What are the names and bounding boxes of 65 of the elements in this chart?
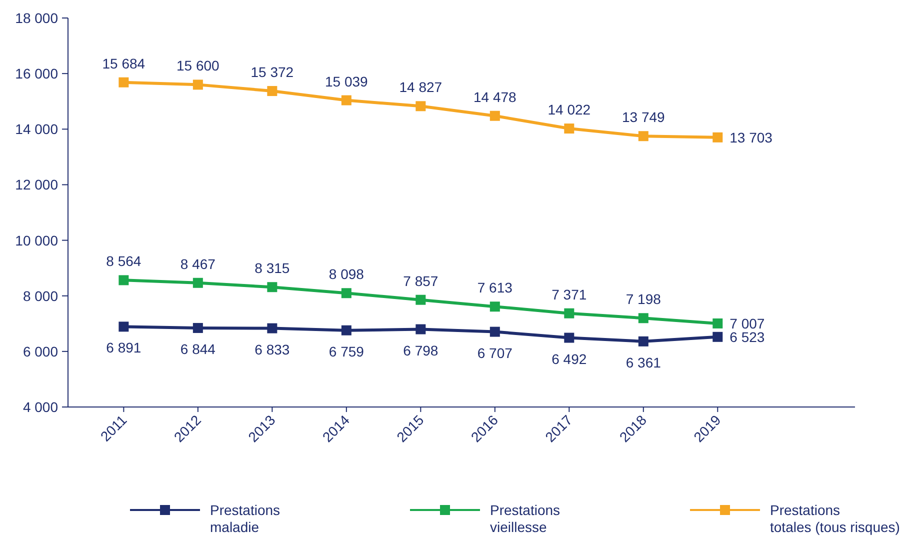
data-label: 6 361 xyxy=(626,354,662,370)
point xyxy=(341,95,352,106)
point xyxy=(267,282,278,292)
y-tick-label: 12 000 xyxy=(15,176,58,193)
point xyxy=(712,332,723,342)
data-label: 6 759 xyxy=(328,343,364,360)
data-label: 6 523 xyxy=(730,328,765,345)
point xyxy=(638,313,648,324)
data-label: 7 007 xyxy=(730,315,765,332)
data-label: 15 684 xyxy=(102,55,146,72)
y-tick-label: 8 000 xyxy=(22,288,58,304)
data-label: 6 844 xyxy=(180,340,216,357)
data-label: 15 039 xyxy=(325,73,368,90)
data-label: 8 098 xyxy=(328,266,364,282)
data-label: 6 492 xyxy=(552,350,587,367)
data-label: 15 600 xyxy=(176,58,220,74)
point xyxy=(564,124,574,134)
data-label: 14 478 xyxy=(473,88,517,105)
legend-label: Prestations vieillesse xyxy=(490,502,560,535)
point xyxy=(267,86,278,96)
point xyxy=(341,325,352,336)
y-tick-label: 16 000 xyxy=(15,66,58,82)
data-label: 14 827 xyxy=(399,79,442,96)
point xyxy=(564,332,574,343)
point xyxy=(416,101,426,112)
point xyxy=(638,131,648,142)
point xyxy=(712,132,723,142)
data-label: 7 371 xyxy=(552,286,587,302)
data-label: 14 022 xyxy=(548,102,591,118)
legend-label: Prestations totales (tous risques) xyxy=(770,502,900,535)
y-tick-label: 10 000 xyxy=(15,232,58,248)
y-tick-label: 14 000 xyxy=(15,121,58,138)
point xyxy=(341,288,352,298)
point xyxy=(712,318,723,328)
data-label: 6 891 xyxy=(106,340,142,356)
point xyxy=(490,302,500,312)
data-label: 8 564 xyxy=(106,253,142,270)
point xyxy=(564,308,574,318)
point xyxy=(118,275,129,286)
legend-label: Prestations maladie xyxy=(210,502,280,535)
y-tick-label: 6 000 xyxy=(22,343,58,360)
data-label: 13 749 xyxy=(622,109,666,126)
data-label: 6 798 xyxy=(403,342,438,358)
data-label: 7 613 xyxy=(477,280,513,296)
point xyxy=(638,336,648,346)
data-label: 8 467 xyxy=(180,256,216,272)
y-tick-label: 18 000 xyxy=(15,10,58,26)
point xyxy=(490,110,500,121)
data-label: 7 857 xyxy=(403,272,438,289)
data-label: 13 703 xyxy=(730,129,773,146)
data-label: 6 707 xyxy=(477,344,513,361)
point xyxy=(118,77,129,88)
data-label: 15 372 xyxy=(250,64,294,80)
point xyxy=(267,323,278,334)
point xyxy=(192,80,203,90)
data-label: 8 315 xyxy=(254,260,290,276)
point xyxy=(118,322,129,332)
y-tick-label: 4 000 xyxy=(22,399,58,415)
point xyxy=(490,326,500,337)
point xyxy=(416,324,426,334)
point xyxy=(416,294,426,305)
point xyxy=(192,322,203,333)
data-label: 6 833 xyxy=(254,341,290,358)
point xyxy=(192,278,203,288)
data-label: 7 198 xyxy=(626,291,662,308)
